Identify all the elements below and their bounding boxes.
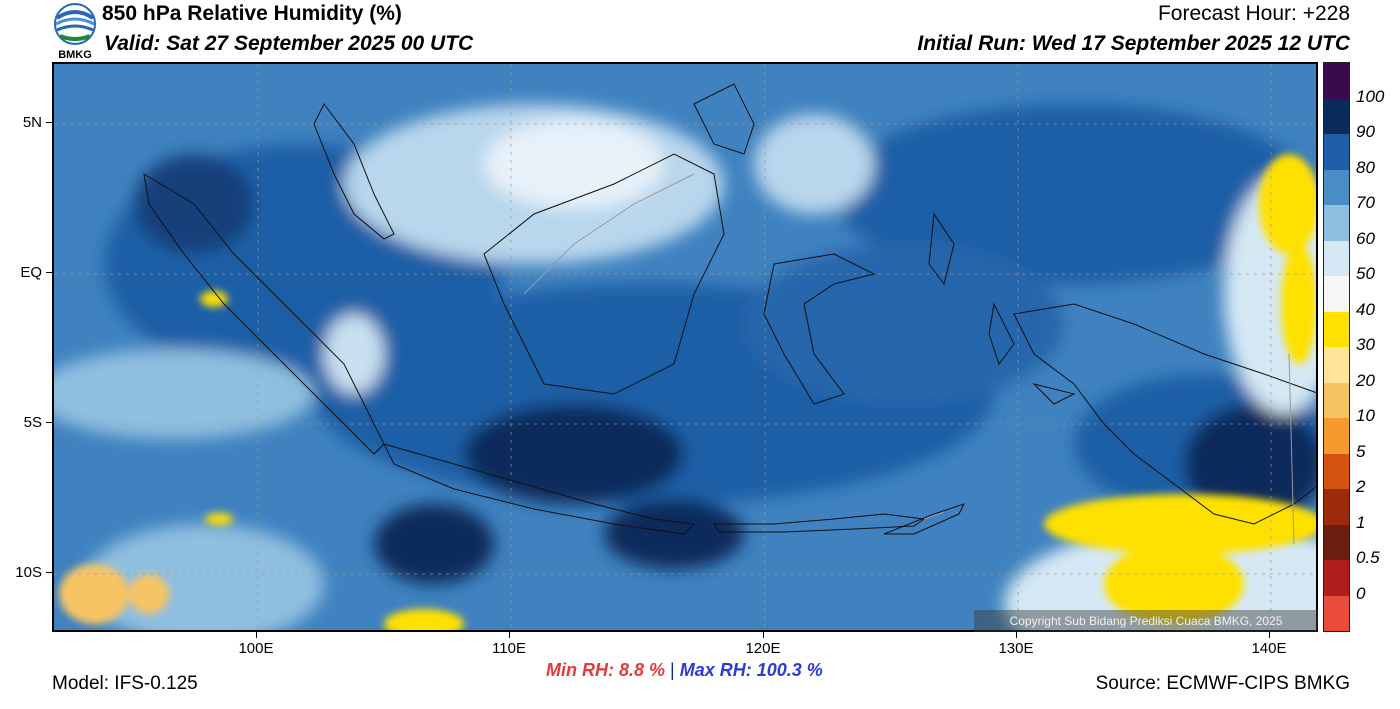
lat-tick [46, 272, 52, 273]
min-rh: Min RH: 8.8 % [546, 660, 666, 680]
colorbar-segment [1324, 524, 1349, 560]
colorbar-label: 5 [1356, 441, 1366, 461]
colorbar-label: 2 [1356, 477, 1366, 496]
colorbar-label: 20 [1356, 370, 1375, 390]
lat-label-10s: 10S [15, 564, 42, 581]
model-info: Model: IFS-0.125 [52, 673, 198, 694]
humidity-map [52, 62, 1318, 632]
colorbar-segment [1324, 134, 1349, 170]
colorbar-segment [1324, 560, 1349, 596]
colorbar-segment [1324, 98, 1349, 134]
colorbar-label: 0.5 [1356, 548, 1380, 567]
stats-separator: | [670, 660, 675, 680]
lat-label-5s: 5S [23, 414, 42, 431]
colorbar-segment [1324, 240, 1349, 276]
lon-tick [256, 632, 257, 638]
colorbar-segment [1324, 205, 1349, 241]
colorbar-label: 60 [1356, 228, 1375, 248]
lon-label-100e: 100E [238, 640, 274, 657]
colorbar-label: 80 [1356, 157, 1375, 177]
colorbar-label: 1 [1356, 512, 1366, 532]
colorbar-label: 100 [1356, 86, 1385, 106]
colorbar-label: 40 [1356, 299, 1375, 319]
colorbar-label: 70 [1356, 193, 1375, 212]
lat-tick [46, 422, 52, 423]
lat-label-5n: 5N [22, 114, 42, 131]
max-rh: Max RH: 100.3 % [679, 660, 823, 680]
lon-tick [1269, 632, 1270, 638]
humidity-colorbar [1323, 62, 1350, 632]
bmkg-logo: BMKG [52, 2, 98, 61]
lon-label-140e: 140E [1251, 640, 1287, 657]
colorbar-label: 0 [1356, 583, 1366, 603]
map-title: 850 hPa Relative Humidity (%) [102, 2, 402, 25]
lon-tick [1016, 632, 1017, 638]
lon-label-130e: 130E [998, 640, 1034, 657]
colorbar-segment [1324, 169, 1349, 205]
lon-label-120e: 120E [745, 640, 781, 657]
lon-tick [509, 632, 510, 638]
colorbar-label: 50 [1356, 264, 1375, 283]
valid-time: Valid: Sat 27 September 2025 00 UTC [104, 32, 474, 55]
colorbar-segment [1324, 489, 1349, 525]
rh-stats: Min RH: 8.8 % | Max RH: 100.3 % [546, 660, 823, 681]
colorbar-segment [1324, 453, 1349, 489]
colorbar-label: 10 [1356, 406, 1375, 425]
lon-tick [763, 632, 764, 638]
colorbar-segment [1324, 63, 1349, 99]
colorbar-segment [1324, 276, 1349, 312]
colorbar-label: 30 [1356, 335, 1375, 354]
colorbar-label: 90 [1356, 122, 1375, 141]
lon-label-110e: 110E [492, 640, 526, 657]
colorbar-segment [1324, 311, 1349, 347]
initial-run: Initial Run: Wed 17 September 2025 12 UT… [917, 32, 1350, 55]
source-info: Source: ECMWF-CIPS BMKG [1095, 673, 1350, 694]
copyright-notice: Copyright Sub Bidang Prediksi Cuaca BMKG… [974, 610, 1318, 632]
colorbar-segment [1324, 595, 1349, 631]
lat-label-eq: EQ [20, 264, 42, 281]
logo-text: BMKG [58, 49, 92, 60]
forecast-hour: Forecast Hour: +228 [1157, 2, 1350, 25]
colorbar-segment [1324, 347, 1349, 383]
lat-tick [46, 122, 52, 123]
colorbar-segment [1324, 418, 1349, 454]
lat-tick [46, 572, 52, 573]
colorbar-segment [1324, 382, 1349, 418]
